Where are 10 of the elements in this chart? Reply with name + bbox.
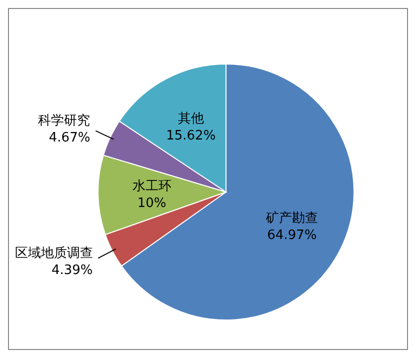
slice-label: 科学研究 xyxy=(38,113,90,128)
slice-label: 水工环 xyxy=(132,178,172,194)
data-label: 4.67% xyxy=(48,130,90,146)
slice-label: 矿产勘查 xyxy=(264,211,318,226)
data-label: 4.39% xyxy=(51,262,93,278)
slice-label: 区域地质调查 xyxy=(14,246,93,261)
data-label: 64.97% xyxy=(267,228,317,244)
slice-label: 其他 xyxy=(178,112,204,127)
data-label: 15.62% xyxy=(166,128,216,144)
data-label: 10% xyxy=(137,196,166,211)
